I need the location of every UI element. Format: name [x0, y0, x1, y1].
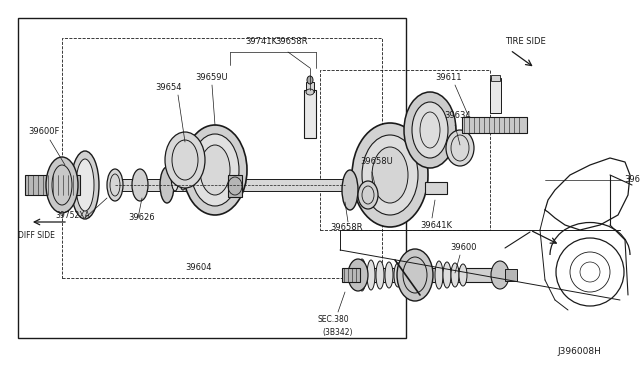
Text: J396008H: J396008H: [557, 347, 601, 356]
Bar: [320, 70, 490, 230]
Ellipse shape: [394, 263, 402, 287]
Bar: [342, 268, 360, 282]
Ellipse shape: [412, 102, 448, 158]
Ellipse shape: [183, 125, 247, 215]
Ellipse shape: [160, 167, 174, 203]
Ellipse shape: [306, 89, 314, 95]
Ellipse shape: [211, 164, 219, 186]
Text: 39634: 39634: [444, 110, 470, 119]
Ellipse shape: [362, 135, 418, 215]
Ellipse shape: [191, 134, 239, 206]
Text: 39741K: 39741K: [245, 38, 277, 46]
Bar: [306, 82, 314, 92]
Text: SEC.380: SEC.380: [318, 315, 349, 324]
Text: 39600F: 39600F: [28, 128, 60, 137]
Text: TIRE SIDE: TIRE SIDE: [505, 38, 546, 46]
Bar: [490, 78, 501, 113]
Text: 39626: 39626: [128, 214, 155, 222]
Text: (3B342): (3B342): [322, 327, 353, 337]
Text: 39641K: 39641K: [420, 221, 452, 230]
Bar: [304, 90, 316, 138]
Bar: [425, 182, 447, 194]
Text: 39654: 39654: [155, 83, 182, 93]
Ellipse shape: [367, 260, 375, 290]
Text: 39658R: 39658R: [275, 38, 307, 46]
Ellipse shape: [107, 169, 123, 201]
Ellipse shape: [171, 159, 179, 191]
Text: 39658R: 39658R: [330, 224, 362, 232]
Ellipse shape: [342, 170, 358, 210]
Ellipse shape: [352, 123, 428, 227]
Text: 39611: 39611: [435, 74, 461, 83]
Bar: [462, 117, 527, 133]
Ellipse shape: [435, 261, 443, 289]
Ellipse shape: [219, 165, 227, 185]
Bar: [228, 175, 242, 197]
Ellipse shape: [187, 161, 195, 189]
Ellipse shape: [71, 151, 99, 219]
Bar: [115, 179, 345, 191]
Ellipse shape: [46, 157, 78, 213]
Bar: [25, 175, 80, 195]
Ellipse shape: [348, 259, 368, 291]
Bar: [505, 269, 517, 281]
Text: DIFF SIDE: DIFF SIDE: [18, 231, 55, 240]
Ellipse shape: [385, 262, 393, 288]
Text: 39600: 39600: [624, 176, 640, 185]
Text: 39659U: 39659U: [195, 74, 228, 83]
Ellipse shape: [200, 145, 230, 195]
Ellipse shape: [443, 262, 451, 288]
Ellipse shape: [491, 261, 509, 289]
Ellipse shape: [372, 147, 408, 203]
Ellipse shape: [446, 130, 474, 166]
Ellipse shape: [132, 169, 148, 201]
Ellipse shape: [451, 263, 459, 287]
Text: 39752XA: 39752XA: [55, 211, 90, 219]
Ellipse shape: [76, 159, 94, 211]
Ellipse shape: [203, 163, 211, 187]
Ellipse shape: [404, 92, 456, 168]
Ellipse shape: [307, 76, 313, 84]
Ellipse shape: [358, 181, 378, 209]
Bar: [355, 268, 500, 282]
Bar: [62, 38, 382, 278]
Bar: [491, 75, 500, 81]
Ellipse shape: [459, 264, 467, 286]
Ellipse shape: [165, 132, 205, 188]
Text: 39600: 39600: [450, 244, 477, 253]
Ellipse shape: [397, 249, 433, 301]
Ellipse shape: [179, 160, 187, 190]
Ellipse shape: [376, 261, 384, 289]
Text: 39658U: 39658U: [360, 157, 393, 167]
Text: 39604: 39604: [185, 263, 211, 273]
Ellipse shape: [195, 162, 203, 188]
Bar: [18, 18, 406, 338]
Ellipse shape: [358, 259, 366, 291]
